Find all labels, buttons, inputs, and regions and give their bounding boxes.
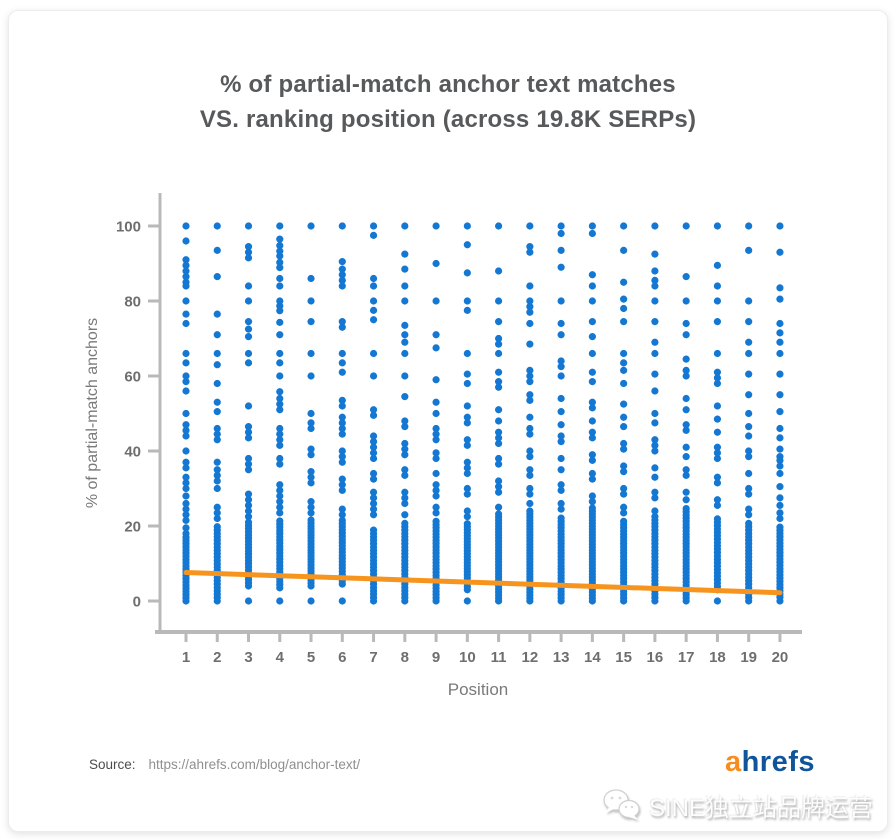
svg-text:4: 4 (276, 649, 285, 666)
chart-title: % of partial-match anchor text matches V… (9, 67, 887, 137)
svg-text:7: 7 (369, 649, 377, 666)
svg-text:18: 18 (709, 649, 726, 666)
chart-title-line1: % of partial-match anchor text matches (220, 71, 676, 98)
svg-text:40: 40 (124, 444, 141, 461)
watermark-text: SINE独立站品牌运营 (648, 794, 873, 822)
svg-text:60: 60 (124, 369, 141, 386)
source-label: Source: (89, 757, 136, 772)
ahrefs-logo-hrefs: hrefs (741, 746, 815, 778)
svg-text:20: 20 (772, 649, 789, 666)
svg-text:10: 10 (459, 649, 476, 666)
svg-text:% of partial-match anchors: % of partial-match anchors (84, 318, 101, 508)
svg-text:Position: Position (448, 680, 508, 699)
ahrefs-logo-a: a (724, 746, 742, 778)
svg-text:6: 6 (338, 649, 346, 666)
svg-text:14: 14 (584, 649, 601, 666)
svg-text:20: 20 (124, 519, 141, 536)
svg-text:12: 12 (522, 649, 539, 666)
svg-text:15: 15 (615, 649, 632, 666)
svg-text:5: 5 (307, 649, 315, 666)
source-url: https://ahrefs.com/blog/anchor-text/ (148, 757, 361, 772)
chart-title-line2: VS. ranking position (across 19.8K SERPs… (199, 106, 697, 133)
svg-text:3: 3 (244, 649, 252, 666)
svg-text:0: 0 (133, 594, 141, 611)
watermark: SINE独立站品牌运营 (601, 787, 873, 823)
scatter-chart: 0 20 40 60 80 100 1 2 3 4 5 6 7 8 9 10 11 12 13 14 15 16 17 18 1… (9, 11, 887, 831)
ahrefs-logo: ahrefs (725, 746, 815, 779)
source-line: Source: https://ahrefs.com/blog/anchor-te… (89, 757, 360, 772)
svg-text:19: 19 (740, 649, 757, 666)
svg-text:2: 2 (213, 649, 221, 666)
svg-text:8: 8 (401, 649, 409, 666)
svg-text:16: 16 (647, 649, 664, 666)
chart-card: % of partial-match anchor text matches V… (8, 10, 888, 832)
svg-text:17: 17 (678, 649, 695, 666)
wechat-icon (603, 789, 640, 820)
svg-text:80: 80 (124, 294, 141, 311)
svg-text:11: 11 (491, 649, 507, 666)
svg-text:9: 9 (432, 649, 440, 666)
svg-text:13: 13 (553, 649, 570, 666)
svg-text:100: 100 (116, 219, 141, 236)
svg-text:1: 1 (182, 649, 190, 666)
